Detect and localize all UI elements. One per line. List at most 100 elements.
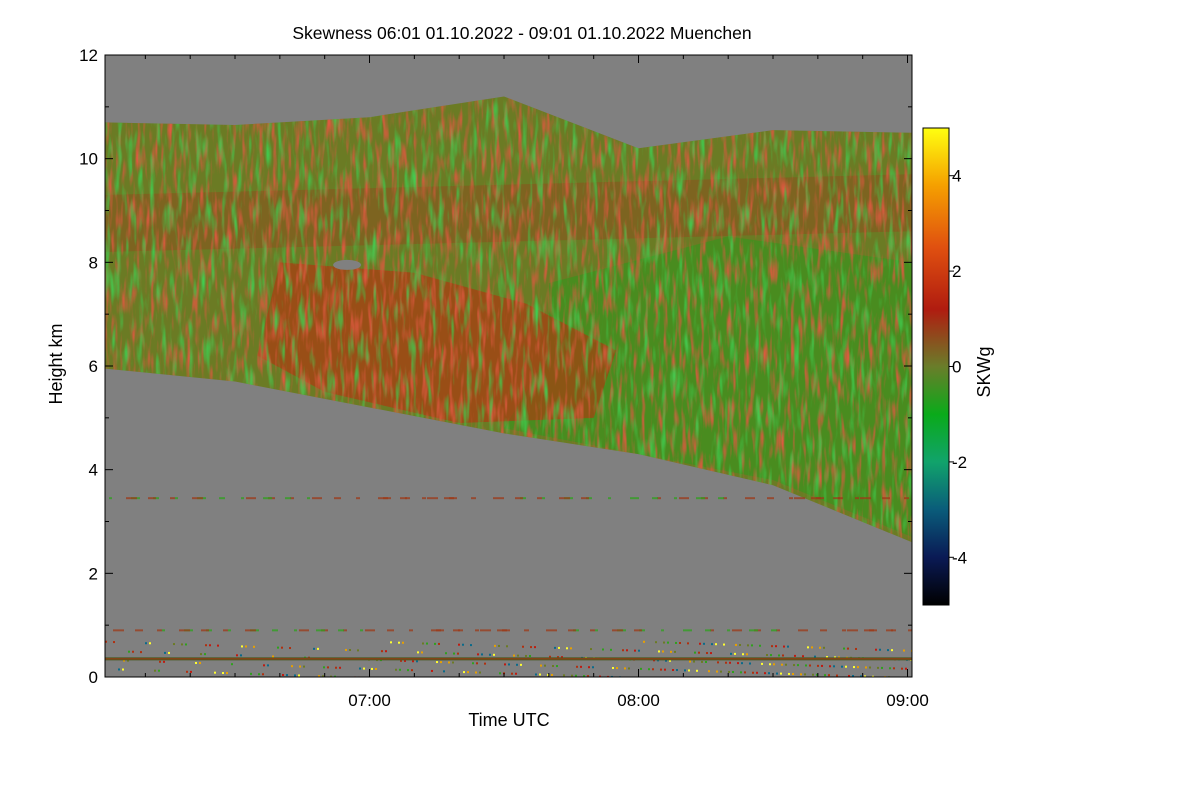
ground-noise-pixel — [289, 647, 291, 650]
sparse-layer-segment — [285, 497, 291, 500]
ground-noise-pixel — [610, 648, 612, 651]
colorbar-tick-label: 0 — [952, 358, 961, 377]
sparse-layer-segment — [135, 629, 143, 632]
ground-noise-pixel — [395, 668, 397, 671]
ground-noise-pixel — [163, 660, 165, 663]
ground-noise-pixel — [540, 664, 542, 667]
sparse-layer-segment — [838, 497, 843, 500]
ground-noise-pixel — [286, 674, 288, 677]
ground-noise-pixel — [557, 656, 559, 659]
ground-noise-pixel — [794, 654, 796, 657]
sparse-layer-segment — [343, 629, 347, 632]
ground-noise-pixel — [561, 656, 563, 659]
ground-noise-pixel — [836, 674, 838, 677]
sparse-layer-segment — [891, 629, 896, 632]
ground-noise-pixel — [812, 673, 814, 676]
ground-noise-pixel — [817, 664, 819, 667]
colorbar: -4 -2 0 2 4 SKWg — [922, 127, 994, 606]
sparse-layer-segment — [245, 629, 256, 632]
sparse-layer-segment — [882, 497, 890, 500]
sparse-layer-segment — [718, 497, 724, 500]
ground-noise-pixel — [660, 668, 662, 671]
ground-noise-pixel — [865, 666, 867, 669]
ground-noise-pixel — [640, 667, 642, 670]
sparse-layer-segment — [458, 629, 463, 632]
ground-noise-pixel — [544, 664, 546, 667]
sparse-layer-segment — [170, 497, 175, 500]
ground-noise-pixel — [452, 661, 454, 664]
ground-noise-pixel — [458, 643, 460, 646]
sparse-layer-segment — [683, 629, 692, 632]
sparse-layer-segment — [334, 497, 341, 500]
ground-noise-pixel — [498, 644, 500, 647]
ground-noise-pixel — [222, 672, 224, 675]
ground-noise-pixel — [359, 667, 361, 670]
ground-noise-pixel — [313, 647, 315, 650]
sparse-layer-segment — [223, 629, 228, 632]
sparse-layer-segment — [749, 629, 758, 632]
sparse-layer-segment — [546, 629, 557, 632]
ground-noise-pixel — [766, 654, 768, 657]
sparse-layer-segment — [427, 497, 438, 500]
ground-noise-pixel — [744, 671, 746, 674]
ground-noise-pixel — [889, 667, 891, 670]
ground-noise-pixel — [105, 640, 107, 643]
ground-noise-pixel — [385, 650, 387, 653]
ground-noise-pixel — [363, 667, 365, 670]
ground-noise-pixel — [824, 674, 826, 677]
ground-noise-pixel — [128, 650, 130, 653]
ground-noise-pixel — [672, 669, 674, 671]
ground-noise-pixel — [841, 665, 843, 668]
ground-noise-pixel — [756, 671, 758, 674]
ground-noise-pixel — [663, 641, 665, 644]
ground-noise-pixel — [829, 665, 831, 668]
ground-noise-pixel — [168, 651, 170, 654]
sparse-layer-segment — [710, 629, 714, 632]
ground-noise-pixel — [272, 655, 274, 658]
ground-noise-pixel — [552, 665, 554, 667]
y-tick-label: 6 — [89, 357, 98, 376]
ground-noise-pixel — [404, 659, 406, 662]
ground-noise-pixel — [655, 641, 657, 644]
ground-noise-pixel — [716, 670, 718, 673]
sparse-layer-segment — [179, 629, 190, 632]
y-axis: 0 2 4 6 8 10 12 — [79, 46, 912, 687]
ground-noise-pixel — [638, 649, 640, 652]
ground-noise-pixel — [575, 674, 577, 677]
ground-noise-pixel — [696, 669, 698, 672]
y-tick-label: 10 — [79, 150, 98, 169]
ground-noise-pixel — [118, 668, 120, 671]
sparse-layer-segment — [356, 497, 360, 500]
ground-noise-pixel — [477, 653, 479, 656]
sparse-layer-segment — [679, 497, 689, 500]
ground-noise-pixel — [571, 674, 573, 677]
ground-noise-pixel — [241, 645, 243, 648]
ground-noise-pixel — [299, 665, 301, 668]
ground-noise-pixel — [749, 662, 751, 665]
plot-area — [105, 55, 912, 677]
ground-noise-pixel — [440, 661, 442, 664]
ground-noise-pixel — [267, 664, 269, 667]
ground-noise-pixel — [643, 640, 645, 643]
ground-noise-pixel — [732, 671, 734, 673]
ground-noise-pixel — [186, 670, 188, 673]
ground-noise-pixel — [317, 647, 319, 650]
ground-noise-pixel — [381, 650, 383, 653]
sparse-layer-segment — [652, 497, 658, 500]
sparse-layer-segment — [219, 497, 225, 500]
ground-noise-pixel — [164, 651, 166, 654]
colorbar-tick-label: 4 — [952, 167, 961, 186]
ground-noise-pixel — [298, 674, 300, 677]
ground-noise-pixel — [422, 642, 424, 645]
sparse-layer-segment — [475, 629, 479, 632]
ground-noise-pixel — [665, 659, 667, 662]
ground-noise-pixel — [457, 652, 459, 655]
ground-noise-pixel — [470, 644, 472, 647]
ground-noise-pixel — [648, 668, 650, 671]
sparse-layer-segment — [272, 629, 278, 632]
ground-noise-pixel — [479, 671, 481, 674]
sparse-layer-segment — [400, 497, 407, 500]
ground-noise-pixel — [334, 675, 336, 677]
ground-noise-pixel — [236, 654, 238, 657]
ground-noise-pixel — [530, 646, 532, 649]
